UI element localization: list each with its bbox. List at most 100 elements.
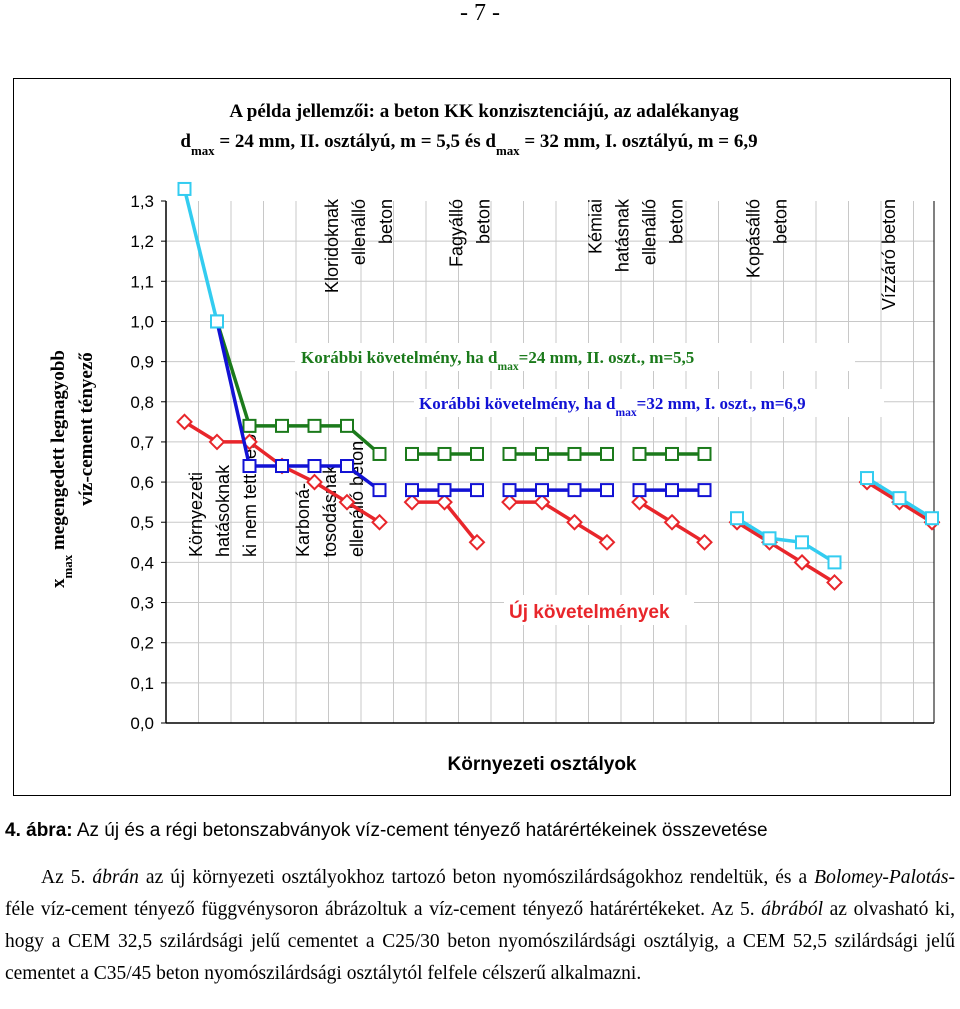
series-line-cyan — [182, 188, 219, 322]
group-label-line: beton — [771, 199, 791, 244]
data-point-cyan — [762, 531, 777, 546]
group-label-line: Vízzáró beton — [879, 199, 899, 310]
data-point-blue — [242, 459, 257, 474]
y-tick-label: 0,1 — [130, 674, 154, 693]
data-point-cyan — [827, 555, 842, 570]
data-point-red — [468, 533, 486, 551]
water-cement-ratio-chart: 0,0 0,1 0,2 0,3 0,4 0,5 0,6 0,7 0,8 0,9 1,0 1,1 1,2 1… — [48, 101, 941, 775]
text-run: =32 mm, I. oszt., m=6,9 — [637, 394, 806, 413]
legend-text: Új követelmények — [509, 601, 670, 623]
group-label-line: beton — [376, 199, 396, 244]
data-point-blue — [535, 483, 549, 498]
group-label-line: tosodásnak — [320, 464, 340, 557]
data-point-blue — [340, 459, 354, 474]
data-point-red — [826, 574, 843, 591]
group-label-line: Fagyálló — [447, 199, 467, 267]
data-point-blue — [502, 483, 517, 498]
group-label-line: Kloridoknak — [322, 198, 342, 293]
group-label-line: Környezeti — [186, 472, 206, 557]
series-red — [176, 413, 941, 591]
data-point-blue — [697, 483, 712, 498]
series-cyan — [177, 181, 939, 570]
group-label-line: ellenálló — [349, 199, 369, 265]
data-point-green — [567, 446, 582, 461]
data-point-red — [631, 493, 648, 511]
y-tick-label: 0,5 — [130, 513, 154, 532]
data-point-red — [403, 493, 421, 511]
y-tick-label: 1,1 — [130, 272, 154, 291]
series-line-red — [509, 500, 608, 544]
group-label-top: Vízzáró beton — [879, 199, 899, 310]
data-point-red — [306, 473, 323, 491]
caption-label: 4. ábra: — [5, 820, 73, 841]
text-run: Korábbi követelmény, ha d — [301, 348, 498, 367]
y-tick-label: 1,3 — [130, 192, 154, 211]
body-paragraph: Az 5. ábrán az új környezeti osztályokho… — [5, 862, 955, 990]
paragraph-italic: Bolomey-Palotás — [814, 867, 949, 888]
legend-background — [295, 343, 855, 371]
legend-background — [414, 389, 884, 417]
data-point-green — [600, 446, 614, 461]
data-point-cyan — [892, 491, 907, 506]
group-label-line: Kopásálló — [744, 199, 764, 278]
data-point-blue — [470, 483, 484, 498]
group-label-line: beton — [667, 199, 687, 244]
y-tick-label: 0,9 — [130, 353, 154, 372]
data-point-green — [405, 446, 419, 461]
data-point-red — [338, 493, 356, 511]
subscript: max — [496, 143, 520, 158]
paragraph-italic: ábrából — [761, 899, 823, 920]
data-point-red — [176, 413, 193, 431]
data-point-blue — [437, 483, 452, 498]
data-point-green — [502, 446, 517, 461]
y-axis-label-line: xmax megengedett legnagyobb — [48, 350, 75, 588]
data-point-green — [340, 418, 354, 433]
group-label-line: ki nem tett beton — [240, 424, 260, 557]
y-tick-label: 0,2 — [130, 634, 154, 653]
data-point-blue — [665, 483, 679, 498]
data-point-green — [275, 418, 289, 433]
y-tick-label: 0,8 — [130, 393, 154, 412]
text-run: d — [180, 131, 191, 152]
data-point-blue — [372, 483, 387, 498]
legend-background — [504, 595, 694, 625]
chart-subtitle: dmax = 24 mm, II. osztályú, m = 5,5 és d… — [180, 131, 757, 158]
data-point-blue — [275, 459, 289, 474]
group-label-top: Kloridoknak ellenálló beton — [322, 198, 396, 293]
data-point-blue — [307, 459, 322, 474]
data-point-green — [242, 418, 257, 433]
data-point-cyan — [925, 511, 939, 526]
data-point-green — [372, 446, 387, 461]
series-blue — [210, 314, 712, 498]
data-point-red — [663, 513, 681, 531]
page-number: - 7 - — [460, 0, 500, 26]
data-point-red — [566, 513, 583, 531]
figure-caption: 4. ábra: Az új és a régi betonszabványok… — [5, 820, 768, 842]
y-tick-label: 0,6 — [130, 473, 154, 492]
caption-text: Az új és a régi betonszabványok víz-ceme… — [76, 820, 768, 841]
data-point-red — [436, 493, 453, 511]
data-point-cyan — [177, 181, 192, 196]
data-point-blue — [600, 483, 614, 498]
data-point-cyan — [860, 471, 874, 486]
y-axis-label-line: víz-cement tényező — [76, 352, 97, 506]
text-run: megengedett legnagyobb — [48, 350, 69, 555]
data-point-red — [501, 493, 518, 511]
y-axis-label: xmax megengedett legnagyobb víz-cement té… — [48, 350, 97, 588]
data-point-green — [632, 446, 647, 461]
subscript: max — [615, 406, 636, 419]
text-run: x — [48, 578, 69, 588]
data-point-red — [533, 493, 551, 511]
data-point-cyan — [210, 314, 224, 329]
data-point-green — [437, 446, 452, 461]
data-point-red — [371, 513, 388, 531]
paragraph-part: Az 5. — [41, 867, 93, 888]
x-axis-label: Környezeti osztályok — [448, 754, 637, 775]
text-run: =24 mm, II. oszt., m=5,5 — [519, 348, 695, 367]
legend-text: Korábbi követelmény, ha dmax=24 mm, II. … — [301, 348, 694, 373]
y-tick-label: 1,0 — [130, 312, 154, 331]
data-point-green — [470, 446, 484, 461]
data-point-blue — [567, 483, 582, 498]
paragraph-part: az olvasható ki, hogy a CEM 32,5 szilárd… — [5, 899, 955, 984]
group-label-line: Karboná- — [293, 483, 313, 557]
